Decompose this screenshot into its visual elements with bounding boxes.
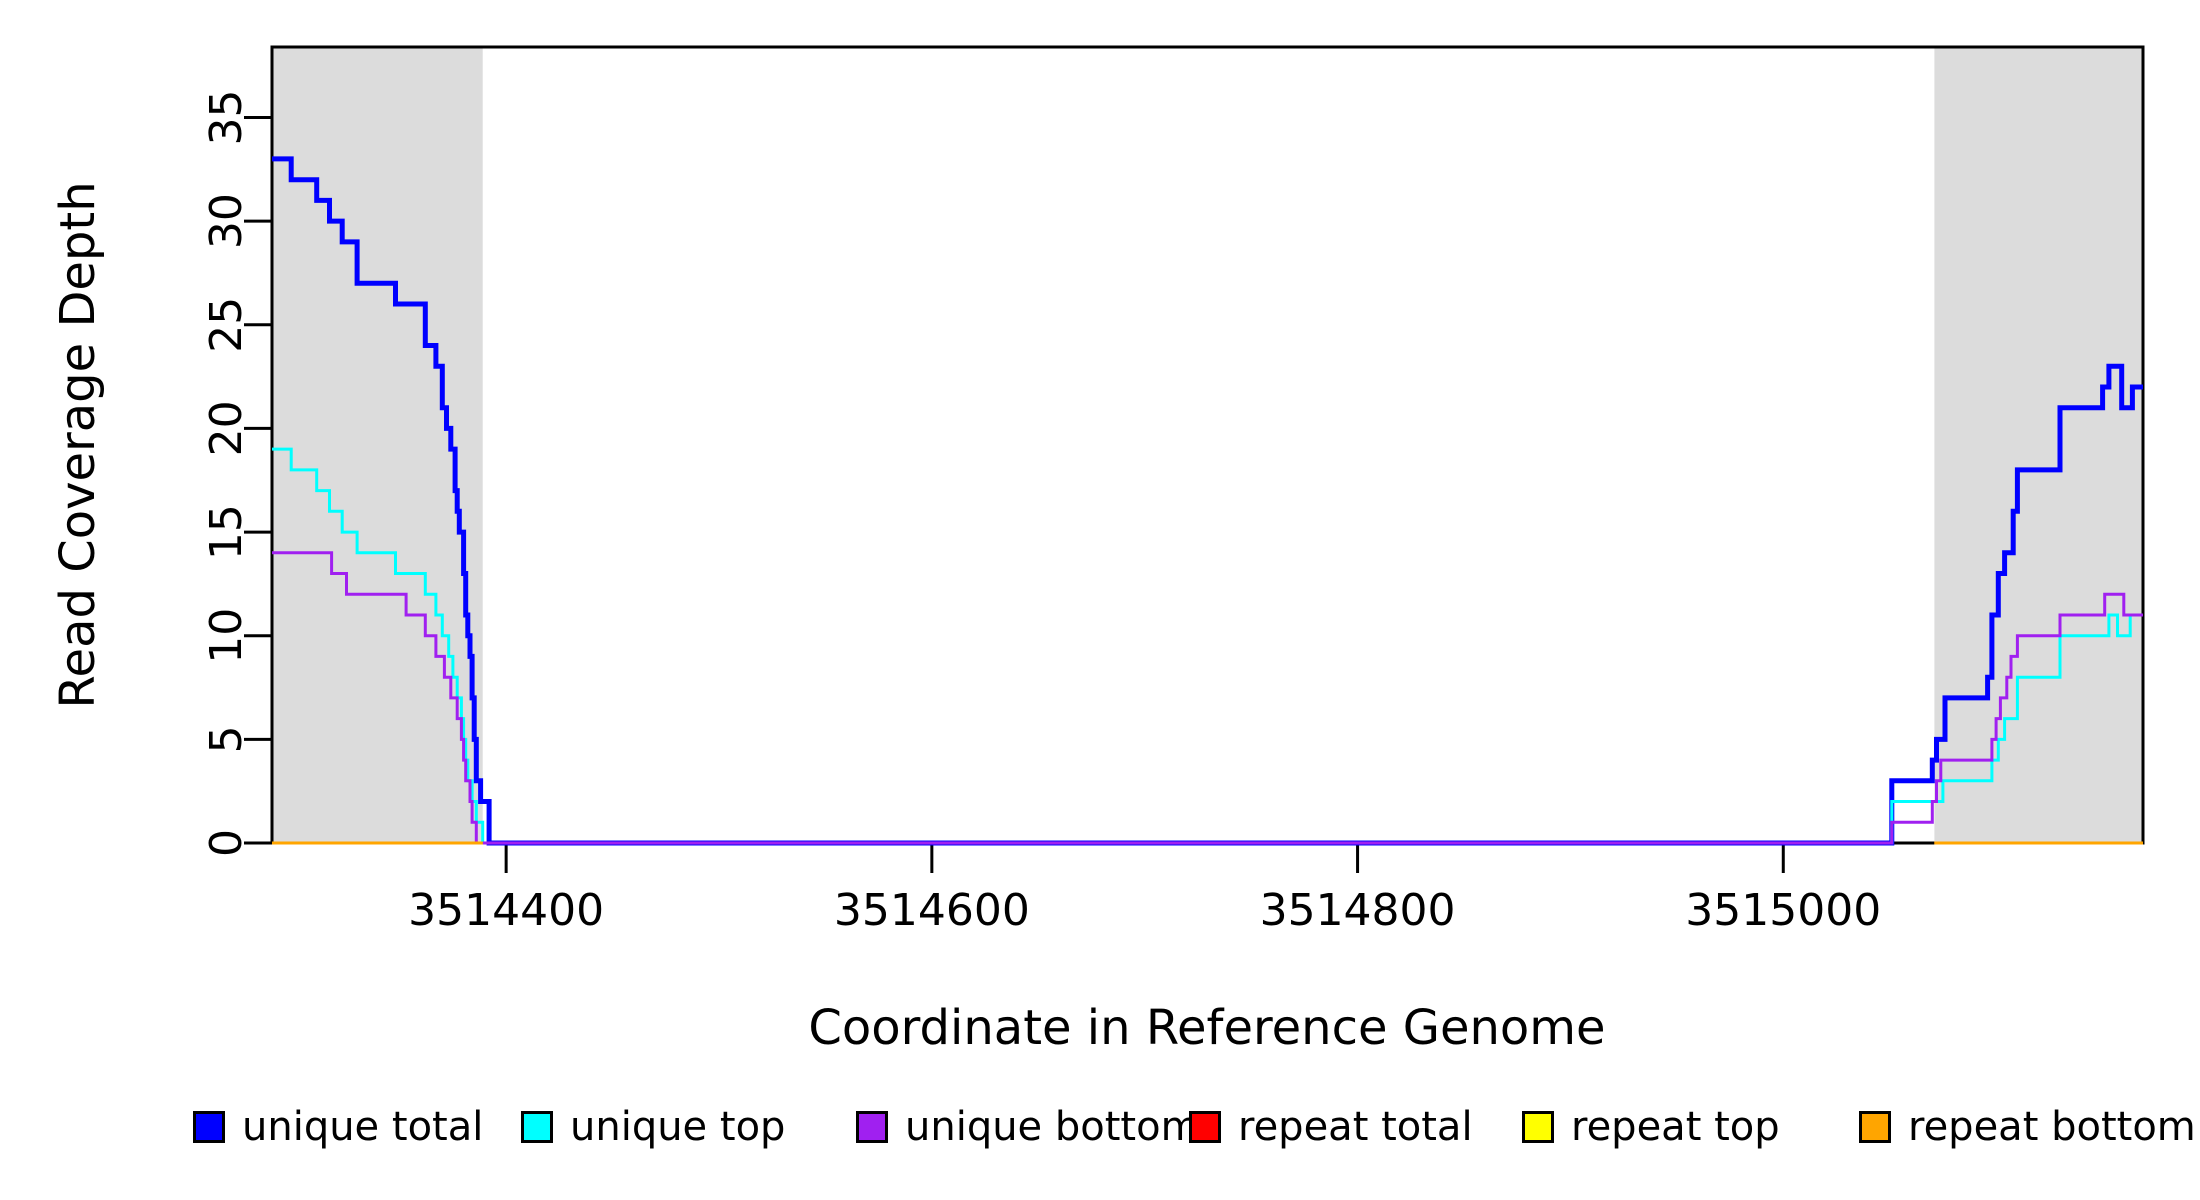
legend-label: unique total [242, 1104, 484, 1150]
y-tick-label: 30 [201, 193, 252, 249]
x-tick-label: 3515000 [1685, 885, 1881, 936]
x-tick-label: 3514800 [1260, 885, 1456, 936]
y-tick-label: 25 [201, 297, 252, 353]
series-path-unique-top [272, 447, 2143, 845]
y-tick-label: 5 [201, 725, 252, 753]
legend-item-unique-bottom: unique bottom [856, 1104, 1200, 1150]
repeat-top-swatch-icon [1522, 1111, 1554, 1143]
legend-item-repeat-bottom: repeat bottom [1859, 1104, 2196, 1150]
legend-label: unique bottom [905, 1104, 1200, 1150]
series-path-unique-bottom [272, 551, 2143, 845]
x-tick-label: 3514600 [834, 885, 1030, 936]
x-tick-label: 3514400 [408, 885, 604, 936]
legend-label: repeat total [1238, 1104, 1473, 1150]
y-tick-label: 35 [201, 89, 252, 145]
x-axis-title: Coordinate in Reference Genome [808, 1000, 1606, 1056]
y-tick-label: 10 [201, 608, 252, 664]
legend-item-unique-top: unique top [521, 1104, 785, 1150]
repeat-total-swatch-icon [1189, 1111, 1221, 1143]
plot-border [270, 45, 2145, 845]
repeat-bottom-swatch-icon [1859, 1111, 1891, 1143]
unique-top-swatch-icon [521, 1111, 553, 1143]
legend-item-repeat-total: repeat total [1189, 1104, 1473, 1150]
legend-label: repeat bottom [1908, 1104, 2196, 1150]
series-path-unique-total [272, 156, 2143, 846]
unique-bottom-swatch-icon [856, 1111, 888, 1143]
y-tick-label: 15 [201, 504, 252, 560]
shaded-repeat-region [1934, 47, 2143, 843]
legend-label: repeat top [1571, 1104, 1780, 1150]
y-tick-label: 0 [201, 829, 252, 857]
legend-item-repeat-top: repeat top [1522, 1104, 1780, 1150]
legend-label: unique top [570, 1104, 786, 1150]
unique-total-swatch-icon [193, 1111, 225, 1143]
legend-item-unique-total: unique total [193, 1104, 483, 1150]
y-tick-label: 20 [201, 400, 252, 456]
y-axis-title: Read Coverage Depth [50, 181, 106, 709]
